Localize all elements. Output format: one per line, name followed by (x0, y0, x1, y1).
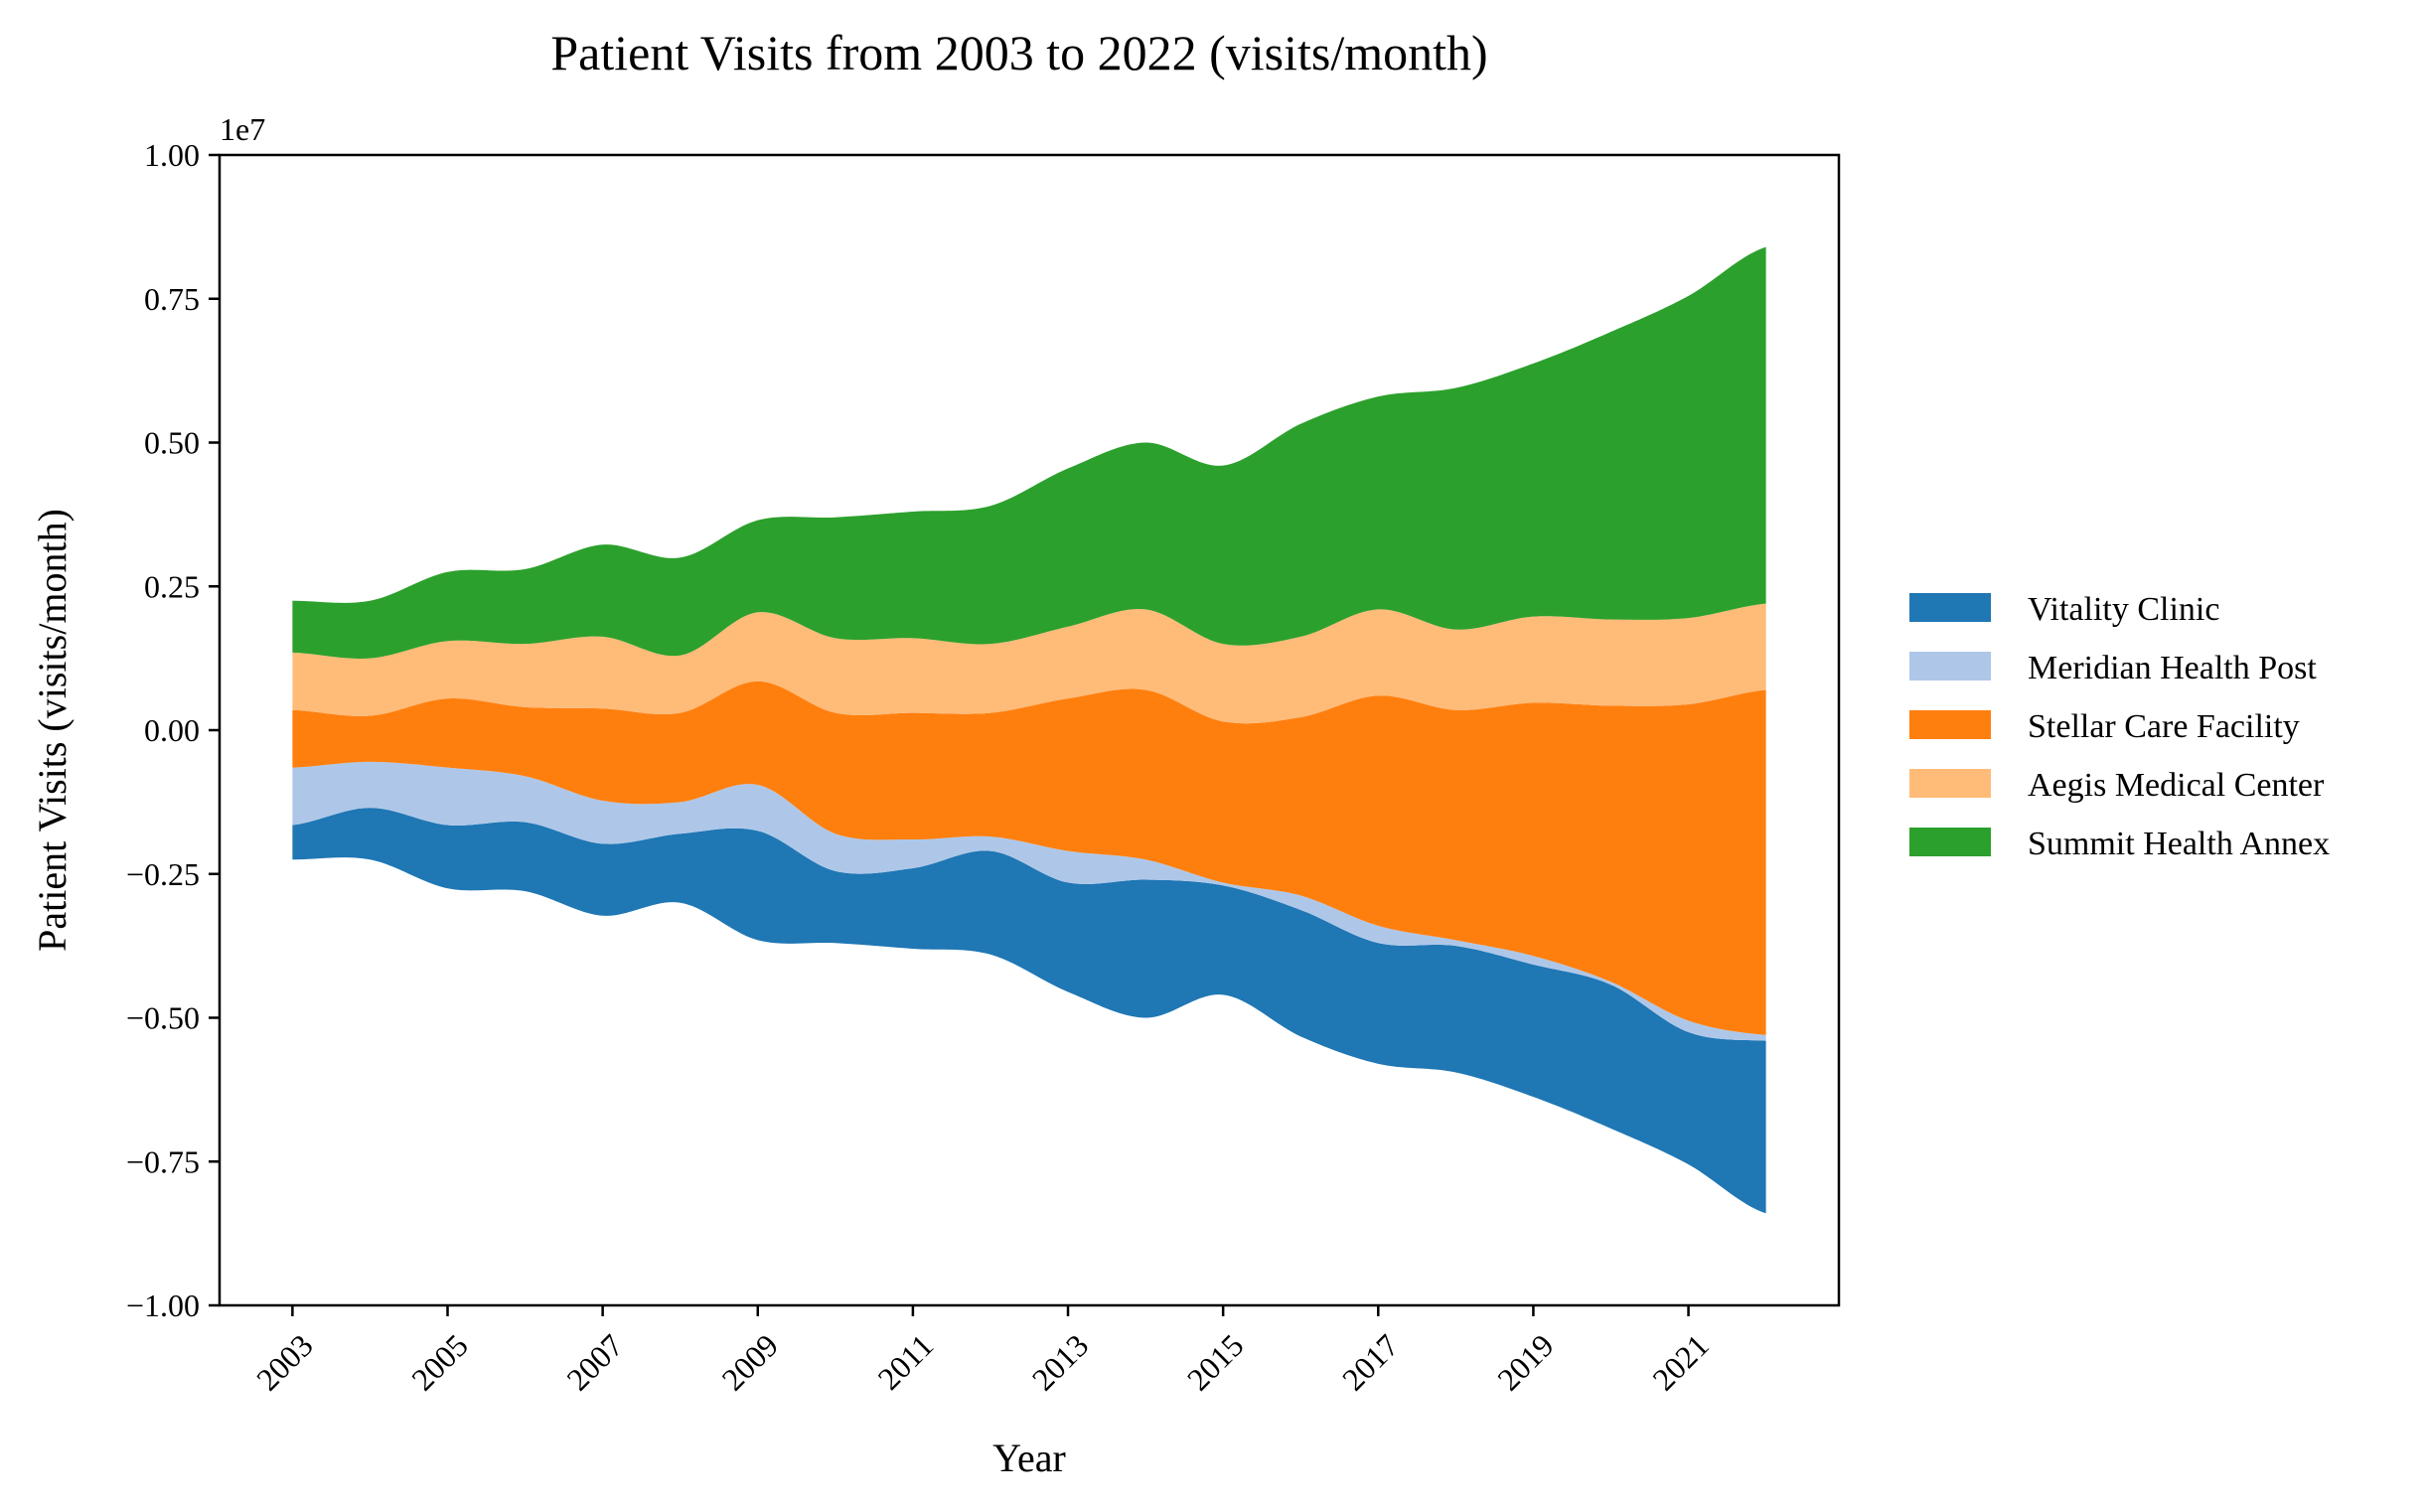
y-tick-label: −0.75 (126, 1143, 200, 1179)
y-tick-label: 0.75 (144, 281, 200, 317)
legend-label-meridian-health-post: Meridian Health Post (2028, 650, 2317, 686)
y-tick-label: 0.00 (144, 712, 200, 748)
stream-stellar-care-facility (292, 680, 1766, 1035)
x-axis-label: Year (992, 1436, 1066, 1480)
x-tick-label: 2021 (1645, 1327, 1716, 1398)
stream-layers (292, 246, 1766, 1214)
chart-title: Patient Visits from 2003 to 2022 (visits… (550, 25, 1487, 80)
x-tick-label: 2013 (1025, 1327, 1096, 1398)
legend-label-stellar-care-facility: Stellar Care Facility (2028, 708, 2300, 745)
x-tick-label: 2009 (714, 1327, 785, 1398)
legend-swatch-meridian-health-post (1909, 652, 1991, 680)
x-tick-label: 2003 (249, 1327, 320, 1398)
x-tick-label: 2019 (1490, 1327, 1561, 1398)
x-tick-label: 2011 (870, 1327, 940, 1397)
stream-summit-health-annex (292, 246, 1766, 659)
y-tick-label: 1.00 (144, 137, 200, 173)
x-tick-label: 2005 (404, 1327, 475, 1398)
y-axis: −1.00 −0.75 −0.50 −0.25 0.00 0.25 0.50 0.75 1.00 (126, 137, 220, 1323)
legend: Vitality Clinic Meridian Health Post Stell… (1909, 591, 2330, 862)
legend-label-summit-health-annex: Summit Health Annex (2028, 826, 2330, 862)
y-axis-offset-label: 1e7 (220, 111, 265, 147)
y-tick-label: 0.25 (144, 568, 200, 604)
legend-swatch-aegis-medical-center (1909, 769, 1991, 798)
stream-meridian-health-post (292, 761, 1766, 1041)
legend-label-vitality-clinic: Vitality Clinic (2028, 591, 2219, 628)
stream-vitality-clinic (292, 808, 1766, 1214)
y-tick-label: 0.50 (144, 425, 200, 461)
legend-swatch-stellar-care-facility (1909, 710, 1991, 739)
legend-swatch-vitality-clinic (1909, 593, 1991, 622)
x-tick-label: 2015 (1180, 1327, 1251, 1398)
x-axis: 2003 2005 2007 2009 2011 2013 2015 2017 2019 2021 (249, 1305, 1716, 1398)
y-axis-label: Patient Visits (visits/month) (30, 509, 75, 952)
y-tick-label: −0.50 (126, 1000, 200, 1036)
legend-swatch-summit-health-annex (1909, 828, 1991, 856)
y-tick-label: −0.25 (126, 856, 200, 892)
legend-label-aegis-medical-center: Aegis Medical Center (2028, 767, 2325, 804)
y-tick-label: −1.00 (126, 1287, 200, 1323)
x-tick-label: 2017 (1335, 1327, 1406, 1398)
stream-aegis-medical-center (292, 603, 1766, 724)
x-tick-label: 2007 (559, 1327, 630, 1398)
